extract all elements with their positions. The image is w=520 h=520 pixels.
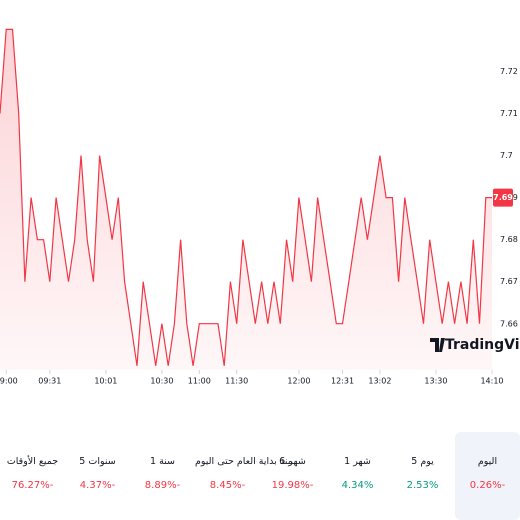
tab-change: 8.89%- (144, 480, 181, 491)
x-tick-label: 11:30 (225, 377, 248, 386)
tab-change: 4.34% (341, 480, 374, 491)
tab-label: 1 سنة (150, 456, 175, 467)
y-tick-label: 7.72 (500, 67, 518, 76)
tab-change: 19.98%- (271, 480, 314, 491)
y-tick-label: 7.66 (500, 319, 518, 328)
price-line (0, 28, 492, 366)
x-tick-label: 12:00 (287, 377, 310, 386)
y-tick-label: 7.67 (500, 277, 518, 286)
period-tab[interactable]: 6 شهر 19.98%- (260, 432, 325, 520)
y-tick-label: 7.68 (500, 235, 518, 244)
watermark-logo (430, 338, 445, 352)
tab-change: 0.26%- (469, 480, 506, 491)
tab-change: 8.45%- (209, 480, 246, 491)
x-tick-label: 09:00 (0, 377, 18, 386)
period-tab[interactable]: اليوم 0.26%- (455, 432, 520, 520)
tab-change: 2.53% (406, 480, 439, 491)
period-tab[interactable]: جميع الأوقات 76.27%- (0, 432, 65, 520)
x-tick-label: 12:31 (331, 377, 354, 386)
last-price-box (493, 188, 513, 207)
period-tab[interactable]: منذ بداية العام حتى اليوم 8.45%- (195, 432, 293, 520)
watermark: TradingView (445, 337, 520, 353)
period-tab[interactable]: 5 سنوات 4.37%- (65, 432, 130, 520)
last-price-label: 7.69 (493, 193, 513, 202)
area (0, 29, 492, 371)
tab-change: 76.27%- (11, 480, 54, 491)
tab-label: 6 شهر (279, 456, 306, 467)
x-tick-label: 13:30 (424, 377, 447, 386)
tab-label: 5 سنوات (79, 456, 116, 467)
tab-label: جميع الأوقات (6, 456, 59, 467)
x-tick-label: 10:01 (94, 377, 117, 386)
y-tick-label: 7.7 (500, 151, 513, 160)
x-tick-label: 13:02 (368, 377, 391, 386)
tab-label: 5 يوم (411, 456, 434, 467)
period-tabs: اليوم 0.26%- 5 يوم 2.53% 1 شهر 4.34% 6 شهر 19.9… (0, 432, 520, 520)
period-tab[interactable]: 5 يوم 2.53% (390, 432, 455, 520)
x-tick-label: 09:31 (38, 377, 61, 386)
x-tick-label: 14:10 (480, 377, 503, 386)
x-tick-label: 11:00 (188, 377, 211, 386)
tab-change: 4.37%- (79, 480, 116, 491)
tab-label: 1 شهر (344, 456, 371, 467)
x-tick-label: 10:30 (150, 377, 173, 386)
y-tick-label: 7.71 (500, 109, 518, 118)
chart: 7.66 7.67 7.68 7.69 7.7 7.71 7.72 09:00 09:31 10:… (0, 28, 520, 386)
period-tab[interactable]: 1 شهر 4.34% (325, 432, 390, 520)
tab-label: منذ بداية العام حتى اليوم (195, 456, 293, 467)
tab-label: اليوم (477, 456, 498, 467)
period-tab[interactable]: 1 سنة 8.89%- (130, 432, 195, 520)
